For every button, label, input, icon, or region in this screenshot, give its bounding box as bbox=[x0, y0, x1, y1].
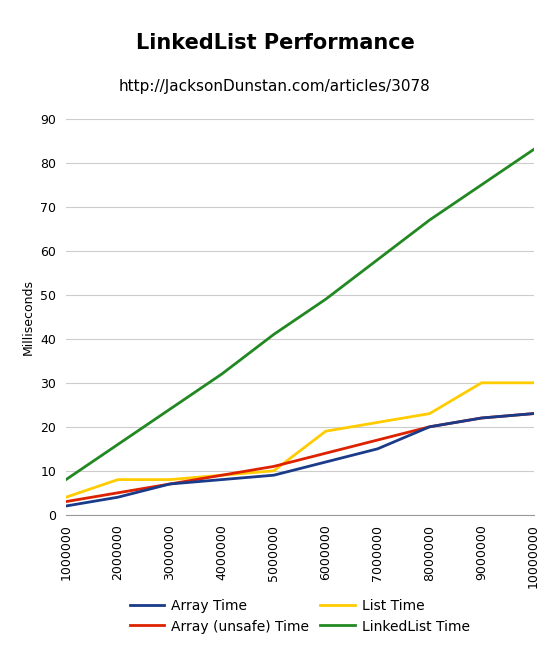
Array Time bbox=[375, 445, 381, 453]
LinkedList Time bbox=[478, 181, 485, 189]
Array Time bbox=[322, 458, 329, 466]
Array Time bbox=[530, 410, 537, 418]
List Time bbox=[322, 427, 329, 435]
List Time bbox=[271, 467, 277, 475]
Line: Array (unsafe) Time: Array (unsafe) Time bbox=[66, 414, 534, 502]
Y-axis label: Milliseconds: Milliseconds bbox=[21, 279, 35, 355]
Array (unsafe) Time bbox=[375, 436, 381, 444]
List Time bbox=[63, 493, 69, 501]
LinkedList Time bbox=[114, 440, 121, 448]
List Time bbox=[478, 379, 485, 387]
LinkedList Time bbox=[63, 476, 69, 484]
Array Time bbox=[218, 476, 225, 484]
List Time bbox=[114, 476, 121, 484]
Line: LinkedList Time: LinkedList Time bbox=[66, 150, 534, 480]
LinkedList Time bbox=[322, 295, 329, 303]
List Time bbox=[426, 410, 433, 418]
Array (unsafe) Time bbox=[114, 489, 121, 497]
Array Time bbox=[478, 414, 485, 422]
Line: Array Time: Array Time bbox=[66, 414, 534, 506]
Array Time bbox=[426, 423, 433, 431]
LinkedList Time bbox=[271, 331, 277, 339]
Array Time bbox=[114, 493, 121, 501]
LinkedList Time bbox=[375, 255, 381, 263]
List Time bbox=[167, 476, 173, 484]
LinkedList Time bbox=[167, 405, 173, 413]
Array (unsafe) Time bbox=[426, 423, 433, 431]
List Time bbox=[530, 379, 537, 387]
LinkedList Time bbox=[426, 216, 433, 224]
Array (unsafe) Time bbox=[322, 449, 329, 457]
Array (unsafe) Time bbox=[271, 463, 277, 471]
List Time bbox=[375, 418, 381, 426]
LinkedList Time bbox=[530, 146, 537, 154]
Array Time bbox=[271, 471, 277, 479]
Array (unsafe) Time bbox=[530, 410, 537, 418]
LinkedList Time bbox=[218, 370, 225, 378]
Array (unsafe) Time bbox=[63, 498, 69, 506]
List Time bbox=[218, 471, 225, 479]
Text: LinkedList Performance: LinkedList Performance bbox=[135, 33, 415, 53]
Line: List Time: List Time bbox=[66, 383, 534, 497]
Array Time bbox=[63, 502, 69, 510]
Array (unsafe) Time bbox=[478, 414, 485, 422]
Array Time bbox=[167, 480, 173, 488]
Array (unsafe) Time bbox=[167, 480, 173, 488]
Text: http://JacksonDunstan.com/articles/3078: http://JacksonDunstan.com/articles/3078 bbox=[119, 79, 431, 94]
Legend: Array Time, Array (unsafe) Time, List Time, LinkedList Time: Array Time, Array (unsafe) Time, List Ti… bbox=[124, 593, 476, 639]
Array (unsafe) Time bbox=[218, 471, 225, 479]
